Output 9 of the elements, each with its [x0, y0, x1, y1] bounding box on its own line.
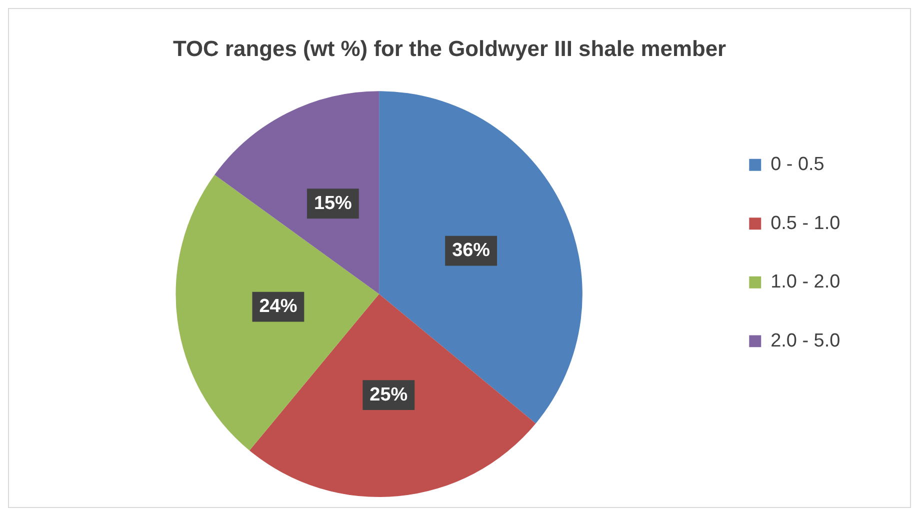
legend-label: 0.5 - 1.0 — [770, 212, 840, 234]
chart-title: TOC ranges (wt %) for the Goldwyer III shale member — [172, 36, 727, 62]
data-label: 36% — [452, 240, 490, 262]
legend-label: 2.0 - 5.0 — [770, 330, 840, 352]
legend-label: 1.0 - 2.0 — [770, 272, 840, 293]
data-label: 24% — [259, 296, 298, 317]
legend-label: 0 - 0.5 — [770, 154, 824, 176]
data-label: 25% — [370, 384, 408, 406]
data-label: 15% — [314, 192, 352, 214]
